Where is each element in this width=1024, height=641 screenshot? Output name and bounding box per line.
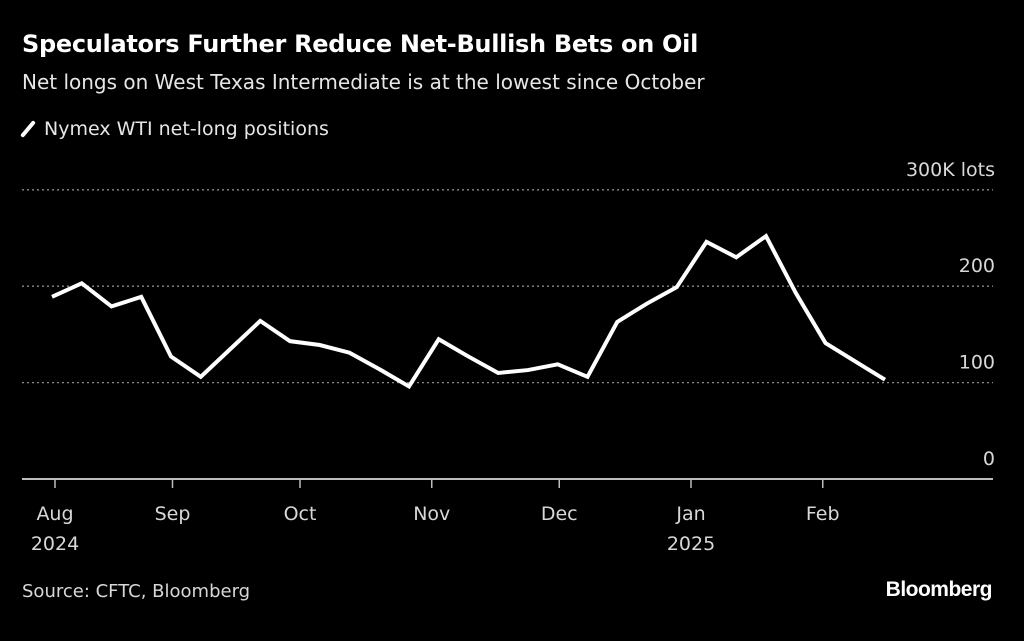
y-tick-label: 100 [959,352,995,374]
x-tick-year-label: 2024 [31,533,79,555]
x-tick-label: Aug [36,503,73,525]
legend: Nymex WTI net-long positions [20,118,329,140]
y-tick-label: 200 [959,255,995,277]
x-tick-label: Nov [413,503,450,525]
bloomberg-logo: Bloomberg [885,578,993,601]
series-line-nymex-wti [51,233,887,390]
x-tick-year-label: 2025 [667,533,715,555]
x-tick-label: Sep [155,503,191,525]
chart-title: Speculators Further Reduce Net-Bullish B… [22,30,698,58]
legend-label: Nymex WTI net-long positions [44,118,329,140]
y-tick-label: 0 [983,448,995,470]
x-tick-label: Feb [806,503,840,525]
x-tick-label: Jan [675,503,705,525]
source-note: Source: CFTC, Bloomberg [22,581,251,602]
chart-subtitle: Net longs on West Texas Intermediate is … [22,70,705,94]
y-tick-label: 300K lots [906,159,995,181]
x-tick-label: Oct [284,503,317,525]
x-tick-label: Dec [541,503,578,525]
